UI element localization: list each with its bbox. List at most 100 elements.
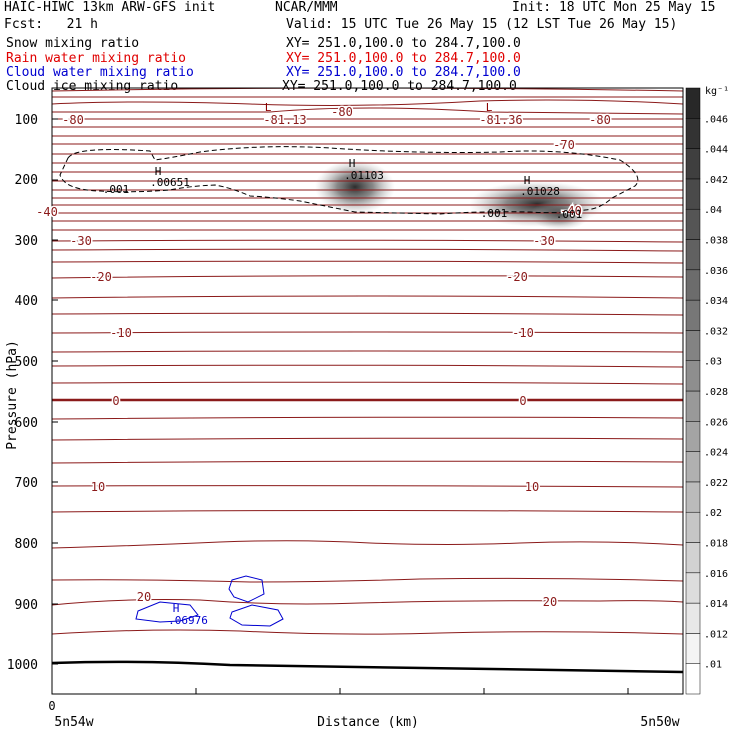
colorbar-tick-label: .024 [704, 448, 728, 459]
snow-contour-label: .001 [481, 207, 508, 220]
colorbar-tick-label: .01 [704, 660, 722, 671]
colorbar-cell [685, 511, 701, 543]
plot-title: HAIC-HIWC 13km ARW-GFS init [4, 0, 216, 15]
isotherm-label: 20 [137, 590, 151, 604]
isotherm-label: -70 [553, 138, 575, 152]
cloud-ice-shading [530, 200, 590, 230]
isotherm [52, 99, 683, 106]
low-marker: L [486, 101, 493, 114]
y-tick-label: 500 [15, 355, 38, 370]
colorbar-cell [685, 148, 701, 180]
high-marker: H [155, 165, 162, 178]
colorbar-cell [685, 572, 701, 604]
colorbar-tick-label: .022 [704, 478, 728, 489]
colorbar-cell [685, 239, 701, 271]
colorbar-cell [685, 178, 701, 210]
isotherm-label: -20 [506, 270, 528, 284]
colorbar-tick-label: .032 [704, 326, 728, 337]
colorbar-tick-label: .016 [704, 569, 728, 580]
colorbar-tick-label: .046 [704, 114, 728, 125]
cloud-water-contour [135, 601, 199, 623]
x-endpoint-right: 5n50w [640, 715, 679, 730]
isotherm [52, 416, 683, 420]
isotherm-label: -80 [589, 113, 611, 127]
isotherm-label: 10 [525, 480, 539, 494]
field-snow-xy: XY= 251.0,100.0 to 284.7,100.0 [286, 36, 521, 51]
colorbar-cell [685, 451, 701, 483]
field-rain-xy: XY= 251.0,100.0 to 284.7,100.0 [286, 51, 521, 66]
colorbar-tick-label: .012 [704, 629, 728, 640]
isotherm [52, 88, 683, 92]
colorbar: .01 .012 .014 .016 .018 .02 .022 .024 .026 .028 .0… [685, 87, 728, 695]
y-tick-label: 200 [15, 173, 38, 188]
snow-contour-label: .001 [556, 208, 583, 221]
plot-frame [51, 87, 684, 695]
colorbar-tick-label: .028 [704, 387, 728, 398]
isotherm-label: -10 [110, 326, 132, 340]
isotherm [52, 510, 683, 513]
y-tick-label: 800 [15, 537, 38, 552]
colorbar-cell [685, 87, 701, 119]
field-rain-label: Rain water mixing ratio [6, 51, 187, 66]
init-time: Init: 18 UTC Mon 25 May 15 [512, 0, 716, 15]
isotherm-label: -80 [62, 113, 84, 127]
isotherm [52, 331, 683, 334]
x-endpoint-left: 5n54w [54, 715, 93, 730]
colorbar-cell [685, 208, 701, 240]
colorbar-tick-label: .03 [704, 357, 722, 368]
isotherm-label: -40 [560, 204, 582, 218]
colorbar-cell [685, 633, 701, 664]
surface-line [52, 660, 683, 674]
colorbar-cell [685, 118, 701, 149]
high-value: .01103 [344, 169, 384, 182]
isotherm [52, 107, 683, 115]
snow-contour-label: .001 [103, 183, 130, 196]
isotherm-label: -80 [331, 105, 353, 119]
isotherm-label: -10 [512, 326, 534, 340]
low-marker: L [265, 101, 272, 114]
y-axis-label: Pressure (hPa) [5, 340, 20, 450]
y-tick-label: 600 [15, 416, 38, 431]
colorbar-tick-label: .034 [704, 296, 728, 307]
isotherm [52, 260, 683, 264]
colorbar-cell [685, 330, 701, 361]
isotherm [52, 629, 683, 635]
colorbar-cell [685, 299, 701, 331]
y-tick-label: 1000 [7, 658, 38, 673]
colorbar-unit: g kg⁻¹ [693, 86, 729, 97]
y-tick-label: 300 [15, 234, 38, 249]
isotherm-label: 20 [543, 595, 557, 609]
isotherm-label: -20 [90, 270, 112, 284]
isotherm [52, 275, 683, 279]
cloud-water-contour [229, 604, 284, 627]
isotherm [52, 239, 683, 243]
isotherm [52, 312, 683, 316]
colorbar-cell [685, 360, 701, 392]
isotherm [52, 577, 683, 583]
colorbar-cell [685, 481, 701, 513]
isotherm-label: -81.36 [479, 113, 522, 127]
snow-contour [59, 146, 639, 215]
high-value: .06976 [168, 614, 208, 627]
isotherm [52, 381, 683, 385]
isotherm-label: -81.13 [263, 113, 306, 127]
isotherm [52, 540, 683, 549]
x-tick-label: 0 [48, 699, 55, 713]
isotherm [52, 350, 683, 353]
isotherm [52, 485, 683, 488]
isotherm-label: 0 [519, 394, 526, 408]
colorbar-cell [685, 269, 701, 301]
isotherm [52, 248, 683, 252]
isotherm [52, 599, 683, 606]
field-cloudice-xy: XY= 251.0,100.0 to 284.7,100.0 [282, 79, 517, 94]
high-marker: H [173, 602, 180, 615]
isotherm-label: -40 [36, 205, 58, 219]
colorbar-cell [685, 421, 701, 452]
colorbar-tick-label: .018 [704, 539, 728, 550]
field-cloudwater-label: Cloud water mixing ratio [6, 65, 194, 80]
isotherm [52, 460, 683, 464]
forecast-hour: Fcst: 21 h [4, 17, 98, 32]
colorbar-tick-label: .014 [704, 599, 728, 610]
isotherm-zero [52, 398, 683, 402]
